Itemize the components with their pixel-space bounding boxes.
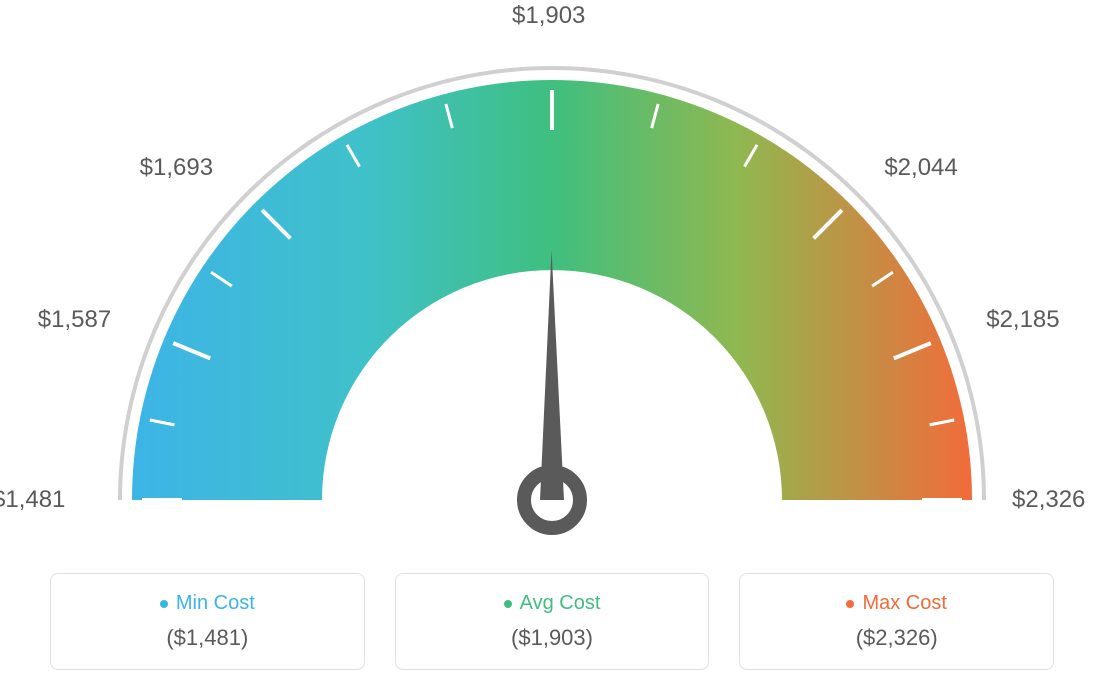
- cost-cards-row: Min Cost ($1,481) Avg Cost ($1,903) Max …: [50, 573, 1054, 670]
- gauge-tick-label: $1,903: [512, 2, 585, 30]
- avg-cost-value: ($1,903): [406, 625, 699, 651]
- gauge-tick-label: $2,185: [986, 306, 1059, 334]
- max-cost-title: Max Cost: [846, 592, 946, 615]
- gauge-wrapper: $1,481 $1,587 $1,693 $1,903 $2,044 $2,185 $2,3…: [0, 0, 1104, 560]
- min-cost-label: Min Cost: [176, 592, 255, 615]
- gauge-tick-label: $2,326: [1012, 486, 1085, 514]
- min-cost-value: ($1,481): [61, 625, 354, 651]
- gauge-tick-label: $1,693: [140, 154, 213, 182]
- gauge-svg: [0, 0, 1104, 560]
- gauge-tick-label: $1,587: [38, 306, 111, 334]
- min-cost-dot-icon: [160, 600, 168, 608]
- min-cost-title: Min Cost: [160, 592, 255, 615]
- avg-cost-card: Avg Cost ($1,903): [395, 573, 710, 670]
- gauge-tick-label: $1,481: [0, 486, 65, 514]
- avg-cost-dot-icon: [504, 600, 512, 608]
- gauge-chart-container: $1,481 $1,587 $1,693 $1,903 $2,044 $2,185 $2,3…: [0, 0, 1104, 690]
- max-cost-dot-icon: [846, 600, 854, 608]
- max-cost-card: Max Cost ($2,326): [739, 573, 1054, 670]
- gauge-tick-label: $2,044: [884, 154, 957, 182]
- avg-cost-title: Avg Cost: [504, 592, 601, 615]
- min-cost-card: Min Cost ($1,481): [50, 573, 365, 670]
- avg-cost-label: Avg Cost: [520, 592, 601, 615]
- max-cost-value: ($2,326): [750, 625, 1043, 651]
- max-cost-label: Max Cost: [862, 592, 946, 615]
